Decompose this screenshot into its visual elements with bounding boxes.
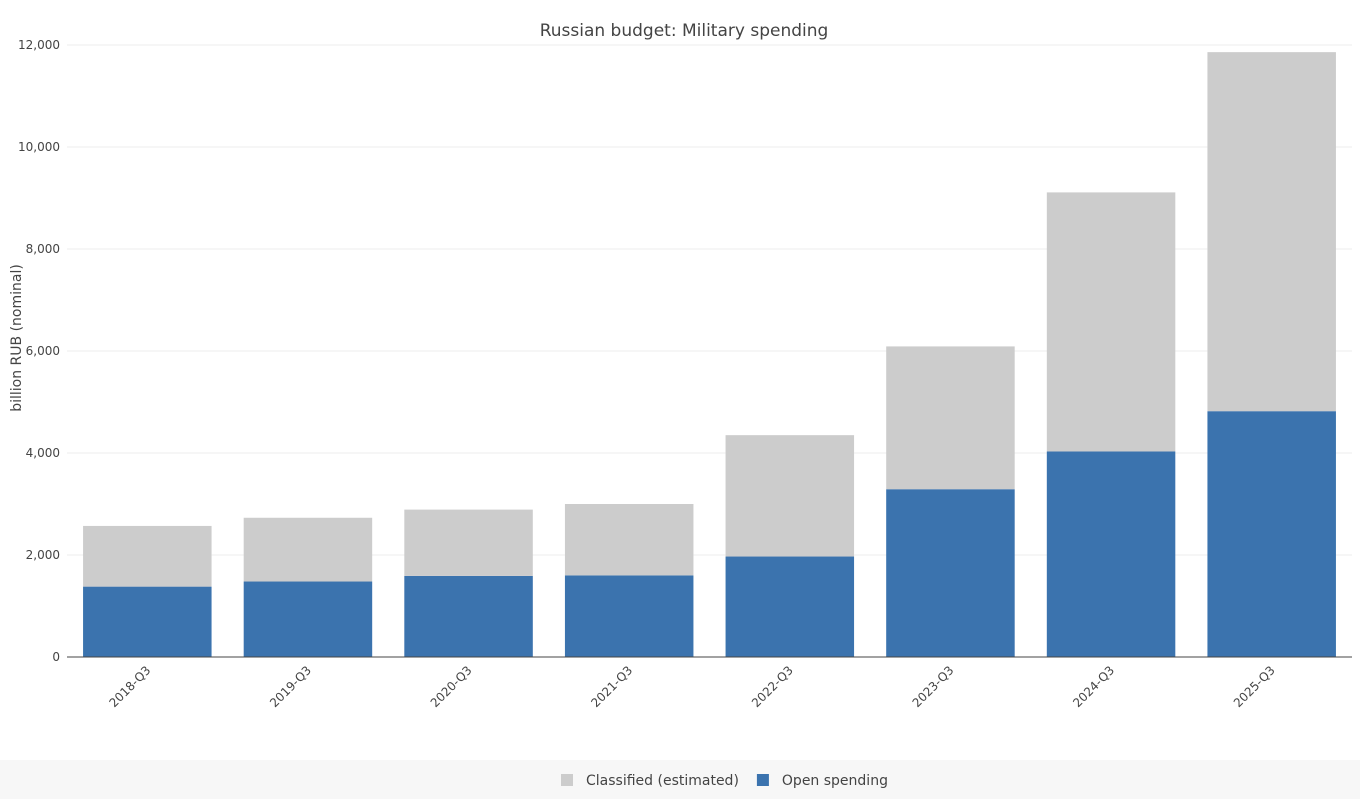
y-tick-label: 8,000: [26, 242, 60, 256]
bar-open-spending-2019-q3: [243, 581, 373, 657]
bars: [83, 52, 1336, 657]
bar-classified-estimated-2024-q3: [1046, 192, 1176, 452]
legend: Classified (estimated) Open spending: [561, 773, 888, 789]
y-tick-label: 4,000: [26, 446, 60, 460]
x-tick-label: 2019-Q3: [267, 663, 314, 710]
bar-classified-estimated-2023-q3: [886, 346, 1015, 490]
bar-open-spending-2025-q3: [1207, 411, 1336, 657]
bar-open-spending-2018-q3: [83, 586, 212, 657]
legend-label-classified-estimated: Classified (estimated): [586, 773, 739, 789]
x-axis-ticks: 2018-Q3 2019-Q3 2020-Q3 2021-Q3 2022-Q3 2023-…: [106, 663, 1277, 710]
legend-swatch-classified-estimated: [561, 774, 573, 786]
y-axis-title: billion RUB (nominal): [9, 264, 25, 412]
bar-open-spending-2022-q3: [725, 556, 855, 657]
x-tick-label: 2020-Q3: [428, 663, 475, 710]
x-tick-label: 2021-Q3: [588, 663, 635, 710]
bar-classified-estimated-2019-q3: [243, 517, 373, 582]
bar-classified-estimated-2022-q3: [725, 435, 855, 557]
y-axis-ticks: 0 2,000 4,000 6,000 8,000 10,000 12,000: [18, 38, 60, 664]
x-tick-label: 2024-Q3: [1070, 663, 1117, 710]
legend-label-open-spending: Open spending: [782, 773, 888, 789]
chart-title: Russian budget: Military spending: [540, 21, 829, 41]
bar-classified-estimated-2018-q3: [83, 525, 212, 587]
bar-open-spending-2021-q3: [564, 575, 694, 657]
bar-classified-estimated-2020-q3: [404, 509, 533, 576]
y-tick-label: 6,000: [26, 344, 60, 358]
bar-open-spending-2024-q3: [1046, 451, 1176, 657]
x-tick-label: 2023-Q3: [910, 663, 957, 710]
y-tick-label: 10,000: [18, 140, 60, 154]
y-tick-label: 2,000: [26, 548, 60, 562]
x-tick-label: 2018-Q3: [106, 663, 153, 710]
legend-background: [0, 760, 1360, 799]
y-tick-label: 12,000: [18, 38, 60, 52]
bar-open-spending-2023-q3: [886, 489, 1015, 657]
x-tick-label: 2022-Q3: [749, 663, 796, 710]
legend-swatch-open-spending: [756, 774, 769, 786]
x-tick-label: 2025-Q3: [1231, 663, 1278, 710]
bar-classified-estimated-2025-q3: [1207, 52, 1336, 412]
y-tick-label: 0: [52, 650, 60, 664]
bar-open-spending-2020-q3: [404, 575, 533, 657]
bar-classified-estimated-2021-q3: [564, 504, 694, 576]
